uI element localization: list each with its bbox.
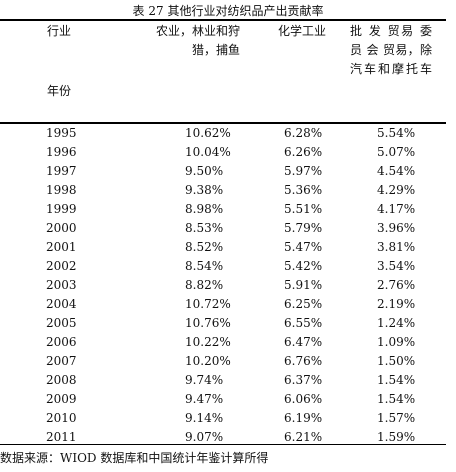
year-cell: 2005	[46, 316, 77, 330]
agriculture-cell: 10.22%	[185, 335, 231, 349]
table-row: 2002 8.54% 5.42% 3.54%	[0, 257, 446, 276]
agriculture-cell: 9.74%	[185, 373, 224, 387]
wholesale-trade-cell: 2.76%	[377, 278, 416, 292]
chemical-cell: 6.06%	[284, 392, 323, 406]
year-cell: 1997	[46, 164, 77, 178]
agriculture-cell: 10.04%	[185, 145, 231, 159]
year-cell: 2010	[46, 411, 77, 425]
chemical-cell: 5.47%	[284, 240, 323, 254]
wholesale-trade-cell: 1.54%	[377, 373, 416, 387]
table-row: 1996 10.04% 6.26% 5.07%	[0, 143, 446, 162]
table-row: 2011 9.07% 6.21% 1.59%	[0, 428, 446, 447]
agriculture-cell: 10.72%	[185, 297, 231, 311]
year-cell: 2011	[46, 430, 77, 444]
year-cell: 2007	[46, 354, 77, 368]
wholesale-trade-cell: 2.19%	[377, 297, 416, 311]
agriculture-cell: 8.82%	[185, 278, 224, 292]
table-row: 1999 8.98% 5.51% 4.17%	[0, 200, 446, 219]
header-year: 年份	[47, 84, 72, 98]
table-row: 2000 8.53% 5.79% 3.96%	[0, 219, 446, 238]
table-row: 2009 9.47% 6.06% 1.54%	[0, 390, 446, 409]
wholesale-trade-cell: 5.54%	[377, 126, 416, 140]
table-row: 2008 9.74% 6.37% 1.54%	[0, 371, 446, 390]
chemical-cell: 5.51%	[284, 202, 323, 216]
year-cell: 2006	[46, 335, 77, 349]
chemical-cell: 5.36%	[284, 183, 323, 197]
wholesale-trade-cell: 1.50%	[377, 354, 416, 368]
table-row: 1998 9.38% 5.36% 4.29%	[0, 181, 446, 200]
table-row: 2007 10.20% 6.76% 1.50%	[0, 352, 446, 371]
wholesale-trade-cell: 3.81%	[377, 240, 416, 254]
table-row: 2005 10.76% 6.55% 1.24%	[0, 314, 446, 333]
chemical-cell: 6.25%	[284, 297, 323, 311]
year-cell: 1999	[46, 202, 77, 216]
chemical-cell: 6.19%	[284, 411, 323, 425]
chemical-cell: 6.21%	[284, 430, 323, 444]
table-top-rule	[0, 19, 446, 21]
table-body: 1995 10.62% 6.28% 5.54% 1996 10.04% 6.26% 5.07%…	[0, 124, 446, 447]
wholesale-trade-cell: 1.59%	[377, 430, 416, 444]
agriculture-cell: 9.47%	[185, 392, 224, 406]
chemical-cell: 5.91%	[284, 278, 323, 292]
chemical-cell: 6.47%	[284, 335, 323, 349]
year-cell: 2003	[46, 278, 77, 292]
source-note: 数据来源：WIOD 数据库和中国统计年鉴计算所得	[0, 451, 269, 465]
table-row: 2003 8.82% 5.91% 2.76%	[0, 276, 446, 295]
year-cell: 1996	[46, 145, 77, 159]
chemical-cell: 6.26%	[284, 145, 323, 159]
header-industry: 行业	[47, 24, 72, 38]
year-cell: 2001	[46, 240, 77, 254]
wholesale-trade-cell: 4.17%	[377, 202, 416, 216]
header-wholesale-trade: 批 发 贸易 委 员 会 贸易，除汽车和摩托车	[350, 24, 432, 76]
wholesale-trade-cell: 4.29%	[377, 183, 416, 197]
agriculture-cell: 9.14%	[185, 411, 224, 425]
wholesale-trade-cell: 1.24%	[377, 316, 416, 330]
year-cell: 2009	[46, 392, 77, 406]
chemical-cell: 5.42%	[284, 259, 323, 273]
table-caption: 表 27 其他行业对纺织品产出贡献率	[132, 4, 324, 18]
wholesale-trade-cell: 3.54%	[377, 259, 416, 273]
chemical-cell: 5.97%	[284, 164, 323, 178]
table-row: 1995 10.62% 6.28% 5.54%	[0, 124, 446, 143]
chemical-cell: 6.37%	[284, 373, 323, 387]
year-cell: 2000	[46, 221, 77, 235]
agriculture-cell: 9.07%	[185, 430, 224, 444]
chemical-cell: 5.79%	[284, 221, 323, 235]
table-row: 2006 10.22% 6.47% 1.09%	[0, 333, 446, 352]
agriculture-cell: 8.98%	[185, 202, 224, 216]
header-chemical: 化学工业	[278, 24, 327, 38]
wholesale-trade-cell: 3.96%	[377, 221, 416, 235]
agriculture-cell: 9.38%	[185, 183, 224, 197]
wholesale-trade-cell: 1.54%	[377, 392, 416, 406]
table-row: 2004 10.72% 6.25% 2.19%	[0, 295, 446, 314]
agriculture-cell: 8.52%	[185, 240, 224, 254]
chemical-cell: 6.76%	[284, 354, 323, 368]
wholesale-trade-cell: 1.09%	[377, 335, 416, 349]
agriculture-cell: 9.50%	[185, 164, 224, 178]
year-cell: 1995	[46, 126, 77, 140]
wholesale-trade-cell: 4.54%	[377, 164, 416, 178]
wholesale-trade-cell: 1.57%	[377, 411, 416, 425]
year-cell: 2008	[46, 373, 77, 387]
agriculture-cell: 10.62%	[185, 126, 231, 140]
table-row: 2010 9.14% 6.19% 1.57%	[0, 409, 446, 428]
chemical-cell: 6.28%	[284, 126, 323, 140]
year-cell: 2004	[46, 297, 77, 311]
header-agriculture: 农业，林业和狩猎，捕鱼	[155, 24, 240, 57]
agriculture-cell: 10.76%	[185, 316, 231, 330]
wholesale-trade-cell: 5.07%	[377, 145, 416, 159]
agriculture-cell: 8.53%	[185, 221, 224, 235]
table-header-rule	[0, 122, 446, 124]
table-bottom-rule	[0, 444, 446, 445]
year-cell: 1998	[46, 183, 77, 197]
chemical-cell: 6.55%	[284, 316, 323, 330]
year-cell: 2002	[46, 259, 77, 273]
agriculture-cell: 8.54%	[185, 259, 224, 273]
agriculture-cell: 10.20%	[185, 354, 231, 368]
table-row: 1997 9.50% 5.97% 4.54%	[0, 162, 446, 181]
table-row: 2001 8.52% 5.47% 3.81%	[0, 238, 446, 257]
